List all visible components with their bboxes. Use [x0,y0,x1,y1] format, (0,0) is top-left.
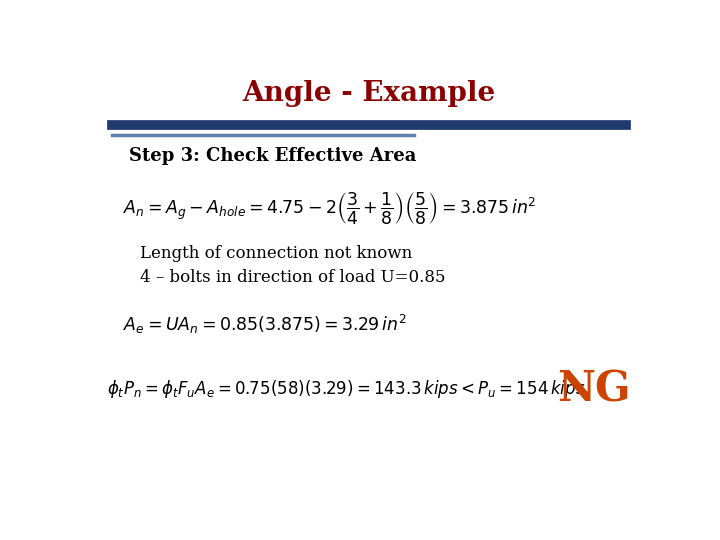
Text: NG: NG [557,368,630,410]
Text: 4 – bolts in direction of load U=0.85: 4 – bolts in direction of load U=0.85 [140,269,446,286]
Text: $A_n = A_g - A_{hole} = 4.75 - 2\left(\dfrac{3}{4}+\dfrac{1}{8}\right)\left(\dfr: $A_n = A_g - A_{hole} = 4.75 - 2\left(\d… [124,190,537,226]
Text: $A_e = UA_n = 0.85(3.875)= 3.29\,in^2$: $A_e = UA_n = 0.85(3.875)= 3.29\,in^2$ [124,313,408,336]
Text: $\phi_t P_n = \phi_t F_u A_e = 0.75(58)(3.29) = 143.3\,kips < P_u = 154\,kips$: $\phi_t P_n = \phi_t F_u A_e = 0.75(58)(… [107,378,585,400]
Text: Angle - Example: Angle - Example [243,80,495,107]
Text: Step 3: Check Effective Area: Step 3: Check Effective Area [129,147,416,165]
Text: Length of connection not known: Length of connection not known [140,246,413,262]
